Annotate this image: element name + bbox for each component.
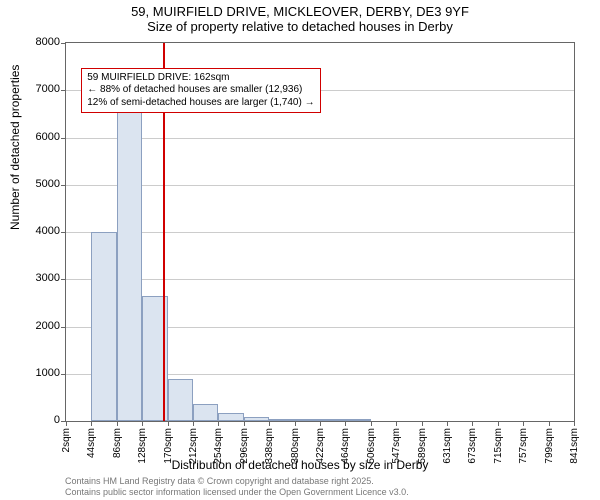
x-tick-label: 506sqm <box>366 428 377 464</box>
x-tick <box>447 421 448 426</box>
x-tick-label: 212sqm <box>188 428 199 464</box>
x-tick-label: 631sqm <box>442 428 453 464</box>
y-tick-label: 8000 <box>10 36 60 48</box>
x-tick-label: 799sqm <box>544 428 555 464</box>
annotation-box: 59 MUIRFIELD DRIVE: 162sqm ← 88% of deta… <box>81 68 320 114</box>
x-tick-label: 128sqm <box>137 428 148 464</box>
x-tick-label: 296sqm <box>239 428 250 464</box>
x-tick <box>498 421 499 426</box>
y-tick-label: 3000 <box>10 272 60 284</box>
gridline <box>66 232 574 233</box>
x-tick <box>66 421 67 426</box>
x-tick <box>117 421 118 426</box>
x-tick <box>371 421 372 426</box>
x-tick <box>396 421 397 426</box>
x-tick <box>193 421 194 426</box>
x-tick <box>320 421 321 426</box>
x-tick <box>218 421 219 426</box>
x-tick <box>574 421 575 426</box>
x-tick-label: 86sqm <box>112 428 123 458</box>
histogram-bar <box>269 419 294 421</box>
x-tick-label: 589sqm <box>417 428 428 464</box>
y-tick <box>61 279 66 280</box>
x-tick-label: 841sqm <box>569 428 580 464</box>
y-tick-label: 6000 <box>10 131 60 143</box>
histogram-bar <box>91 232 116 421</box>
histogram-bar <box>168 379 193 421</box>
x-tick <box>472 421 473 426</box>
x-tick <box>244 421 245 426</box>
x-tick-label: 547sqm <box>391 428 402 464</box>
gridline <box>66 185 574 186</box>
histogram-bar <box>345 419 370 421</box>
x-tick <box>549 421 550 426</box>
gridline <box>66 138 574 139</box>
y-tick <box>61 374 66 375</box>
gridline <box>66 279 574 280</box>
x-tick-label: 422sqm <box>315 428 326 464</box>
y-tick <box>61 327 66 328</box>
x-tick <box>168 421 169 426</box>
histogram-bar <box>117 109 142 421</box>
footer-line2: Contains public sector information licen… <box>65 487 409 498</box>
y-tick <box>61 185 66 186</box>
histogram-bar <box>244 417 269 421</box>
x-tick <box>422 421 423 426</box>
chart-container: 59, MUIRFIELD DRIVE, MICKLEOVER, DERBY, … <box>0 0 600 500</box>
x-tick-label: 44sqm <box>86 428 97 458</box>
x-tick-label: 380sqm <box>290 428 301 464</box>
annotation-line1: 59 MUIRFIELD DRIVE: 162sqm <box>87 72 314 85</box>
chart-title-block: 59, MUIRFIELD DRIVE, MICKLEOVER, DERBY, … <box>0 0 600 34</box>
histogram-bar <box>320 419 345 421</box>
y-tick-label: 4000 <box>10 225 60 237</box>
histogram-bar <box>295 419 320 421</box>
x-tick-label: 2sqm <box>61 428 72 452</box>
x-tick-label: 673sqm <box>467 428 478 464</box>
y-tick-label: 2000 <box>10 320 60 332</box>
x-tick-label: 715sqm <box>493 428 504 464</box>
x-tick-label: 338sqm <box>264 428 275 464</box>
footer-text: Contains HM Land Registry data © Crown c… <box>65 476 409 498</box>
y-tick-label: 0 <box>10 414 60 426</box>
y-tick <box>61 90 66 91</box>
x-tick <box>345 421 346 426</box>
histogram-bar <box>218 413 243 421</box>
x-tick <box>91 421 92 426</box>
footer-line1: Contains HM Land Registry data © Crown c… <box>65 476 409 487</box>
annotation-line2: ← 88% of detached houses are smaller (12… <box>87 84 314 97</box>
x-tick-label: 254sqm <box>213 428 224 464</box>
x-tick <box>269 421 270 426</box>
x-tick-label: 170sqm <box>163 428 174 464</box>
y-tick-label: 1000 <box>10 367 60 379</box>
histogram-bar <box>193 404 218 421</box>
y-tick-label: 5000 <box>10 178 60 190</box>
x-tick <box>523 421 524 426</box>
y-tick <box>61 43 66 44</box>
chart-title-line1: 59, MUIRFIELD DRIVE, MICKLEOVER, DERBY, … <box>0 4 600 19</box>
x-tick <box>295 421 296 426</box>
plot-area: 59 MUIRFIELD DRIVE: 162sqm ← 88% of deta… <box>65 42 575 422</box>
annotation-line3: 12% of semi-detached houses are larger (… <box>87 97 314 110</box>
y-tick-label: 7000 <box>10 83 60 95</box>
x-tick <box>142 421 143 426</box>
x-tick-label: 464sqm <box>340 428 351 464</box>
y-tick <box>61 232 66 233</box>
x-tick-label: 757sqm <box>518 428 529 464</box>
chart-title-line2: Size of property relative to detached ho… <box>0 19 600 34</box>
y-tick <box>61 138 66 139</box>
